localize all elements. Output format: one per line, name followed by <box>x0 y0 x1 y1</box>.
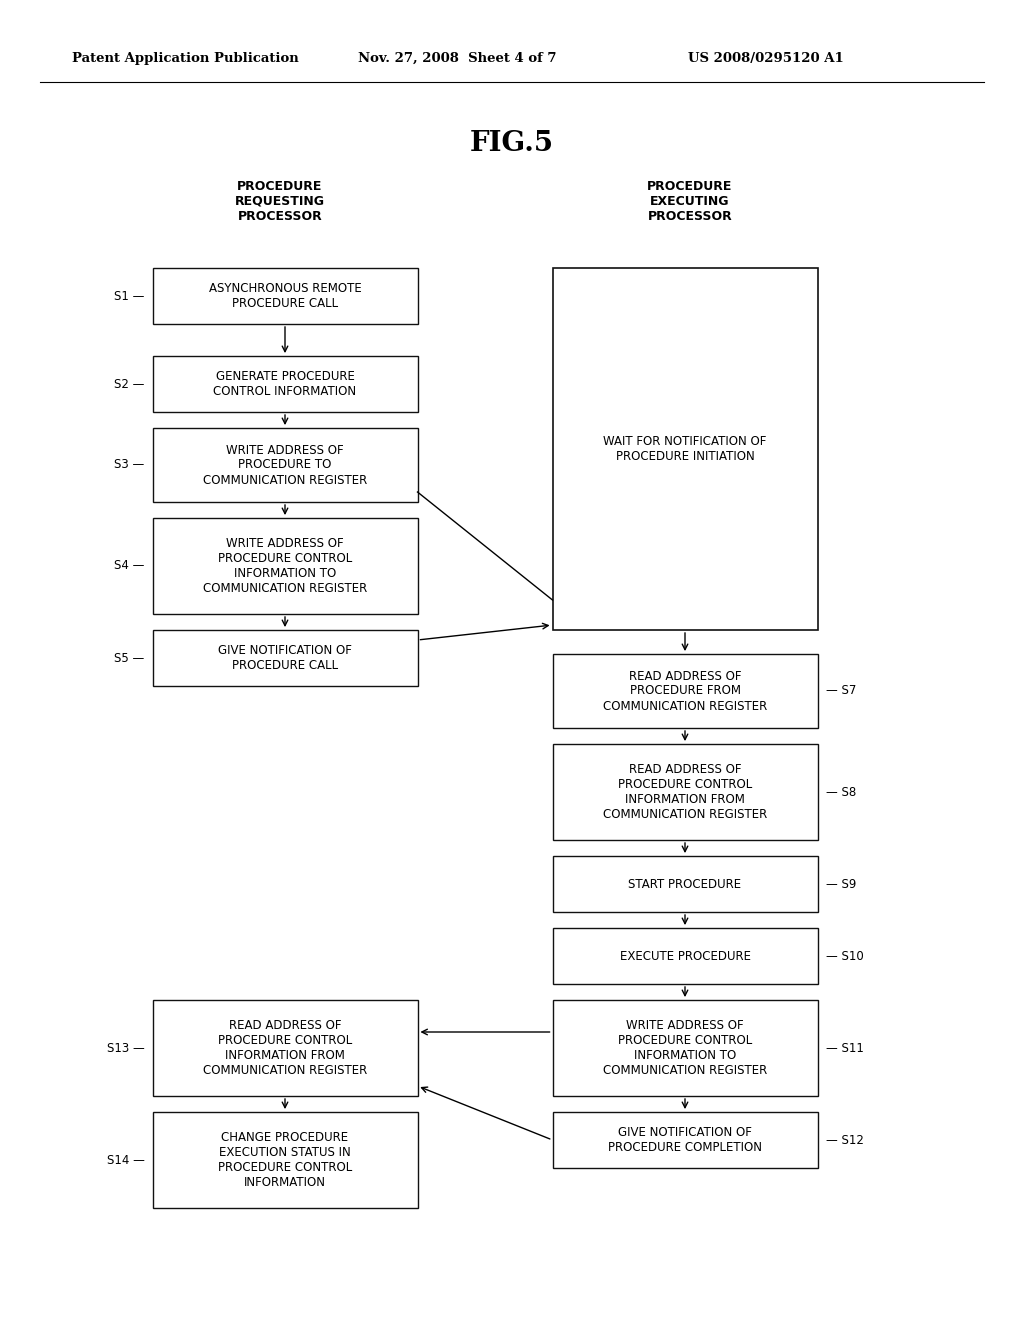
Text: READ ADDRESS OF
PROCEDURE CONTROL
INFORMATION FROM
COMMUNICATION REGISTER: READ ADDRESS OF PROCEDURE CONTROL INFORM… <box>203 1019 368 1077</box>
Text: WAIT FOR NOTIFICATION OF
PROCEDURE INITIATION: WAIT FOR NOTIFICATION OF PROCEDURE INITI… <box>603 436 767 463</box>
FancyBboxPatch shape <box>553 268 817 630</box>
Text: — S7: — S7 <box>825 685 856 697</box>
Text: S2 —: S2 — <box>114 378 144 391</box>
Text: US 2008/0295120 A1: US 2008/0295120 A1 <box>688 51 844 65</box>
Text: PROCEDURE
EXECUTING
PROCESSOR: PROCEDURE EXECUTING PROCESSOR <box>647 180 733 223</box>
FancyBboxPatch shape <box>153 1111 418 1208</box>
Text: READ ADDRESS OF
PROCEDURE FROM
COMMUNICATION REGISTER: READ ADDRESS OF PROCEDURE FROM COMMUNICA… <box>603 669 767 713</box>
FancyBboxPatch shape <box>553 855 817 912</box>
Text: WRITE ADDRESS OF
PROCEDURE CONTROL
INFORMATION TO
COMMUNICATION REGISTER: WRITE ADDRESS OF PROCEDURE CONTROL INFOR… <box>603 1019 767 1077</box>
FancyBboxPatch shape <box>553 1001 817 1096</box>
Text: GIVE NOTIFICATION OF
PROCEDURE CALL: GIVE NOTIFICATION OF PROCEDURE CALL <box>218 644 352 672</box>
Text: Patent Application Publication: Patent Application Publication <box>72 51 299 65</box>
Text: S14 —: S14 — <box>106 1154 144 1167</box>
Text: WRITE ADDRESS OF
PROCEDURE CONTROL
INFORMATION TO
COMMUNICATION REGISTER: WRITE ADDRESS OF PROCEDURE CONTROL INFOR… <box>203 537 368 595</box>
Text: PROCEDURE
REQUESTING
PROCESSOR: PROCEDURE REQUESTING PROCESSOR <box>234 180 325 223</box>
Text: S3 —: S3 — <box>115 458 144 471</box>
Text: ASYNCHRONOUS REMOTE
PROCEDURE CALL: ASYNCHRONOUS REMOTE PROCEDURE CALL <box>209 282 361 310</box>
Text: EXECUTE PROCEDURE: EXECUTE PROCEDURE <box>620 949 751 962</box>
Text: READ ADDRESS OF
PROCEDURE CONTROL
INFORMATION FROM
COMMUNICATION REGISTER: READ ADDRESS OF PROCEDURE CONTROL INFORM… <box>603 763 767 821</box>
FancyBboxPatch shape <box>153 1001 418 1096</box>
FancyBboxPatch shape <box>153 356 418 412</box>
Text: WRITE ADDRESS OF
PROCEDURE TO
COMMUNICATION REGISTER: WRITE ADDRESS OF PROCEDURE TO COMMUNICAT… <box>203 444 368 487</box>
Text: — S10: — S10 <box>825 949 863 962</box>
Text: S5 —: S5 — <box>115 652 144 664</box>
Text: — S9: — S9 <box>825 878 856 891</box>
Text: FIG.5: FIG.5 <box>470 129 554 157</box>
FancyBboxPatch shape <box>553 1111 817 1168</box>
FancyBboxPatch shape <box>153 517 418 614</box>
Text: Nov. 27, 2008  Sheet 4 of 7: Nov. 27, 2008 Sheet 4 of 7 <box>358 51 556 65</box>
FancyBboxPatch shape <box>153 268 418 323</box>
FancyBboxPatch shape <box>153 630 418 686</box>
FancyBboxPatch shape <box>153 428 418 502</box>
Text: CHANGE PROCEDURE
EXECUTION STATUS IN
PROCEDURE CONTROL
INFORMATION: CHANGE PROCEDURE EXECUTION STATUS IN PRO… <box>218 1131 352 1189</box>
Text: — S8: — S8 <box>825 785 856 799</box>
FancyBboxPatch shape <box>553 653 817 729</box>
Text: — S11: — S11 <box>825 1041 863 1055</box>
Text: S13 —: S13 — <box>106 1041 144 1055</box>
Text: START PROCEDURE: START PROCEDURE <box>629 878 741 891</box>
Text: S1 —: S1 — <box>114 289 144 302</box>
FancyBboxPatch shape <box>553 928 817 983</box>
Text: GENERATE PROCEDURE
CONTROL INFORMATION: GENERATE PROCEDURE CONTROL INFORMATION <box>213 370 356 399</box>
Text: GIVE NOTIFICATION OF
PROCEDURE COMPLETION: GIVE NOTIFICATION OF PROCEDURE COMPLETIO… <box>608 1126 762 1154</box>
Text: S4 —: S4 — <box>114 560 144 573</box>
FancyBboxPatch shape <box>553 744 817 840</box>
Text: — S12: — S12 <box>825 1134 863 1147</box>
